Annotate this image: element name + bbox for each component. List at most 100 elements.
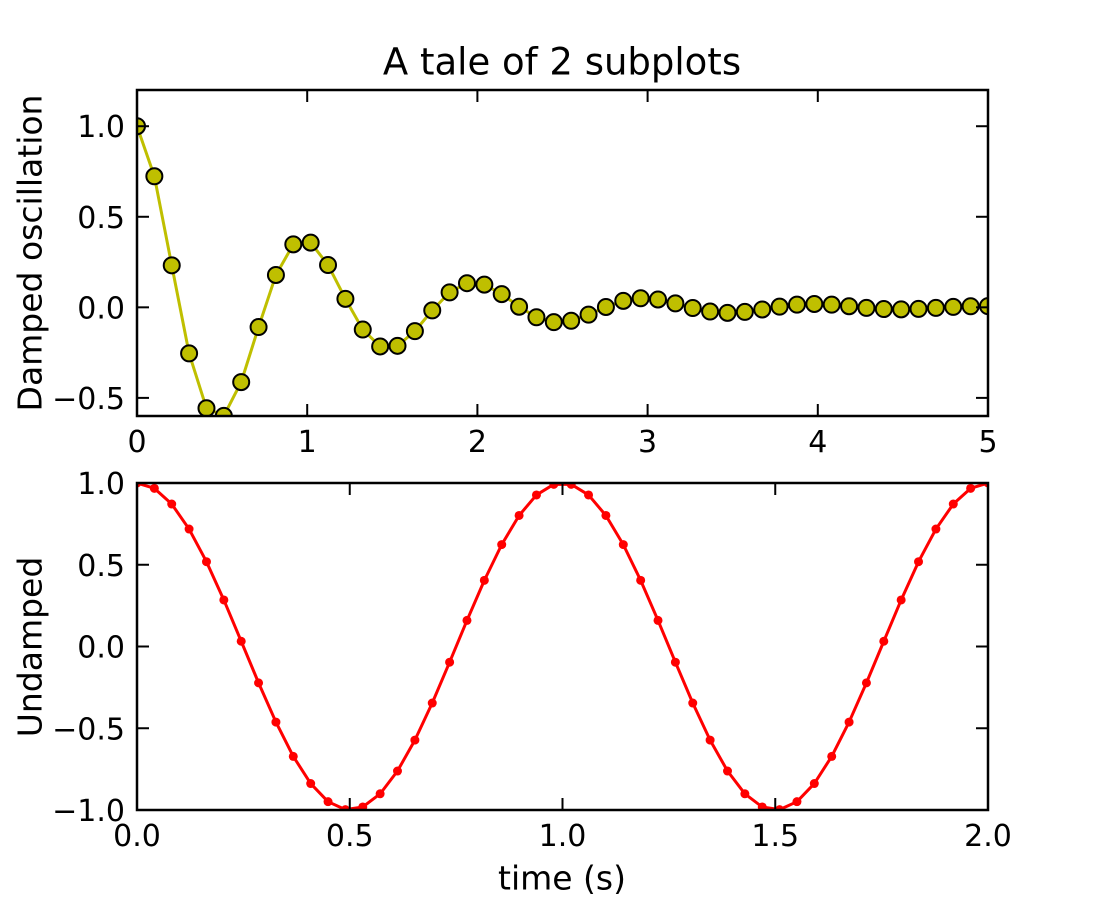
damped-oscillation-marker (405, 322, 424, 341)
damped-oscillation-marker (145, 167, 164, 186)
undamped-cosine-marker (601, 510, 611, 520)
damped-oscillation-marker (892, 300, 911, 319)
x-tick-label: 2 (468, 425, 487, 460)
y-tick-label: 0.5 (77, 201, 125, 236)
series-undamped-cosine (137, 483, 988, 810)
damped-oscillation-line (137, 125, 988, 416)
undamped-cosine-marker (688, 698, 698, 708)
undamped-cosine-marker (254, 678, 264, 688)
undamped-cosine-marker (653, 615, 663, 625)
damped-oscillation-marker (249, 318, 268, 337)
undamped-cosine-marker (931, 524, 941, 534)
y-tick-label: −0.5 (52, 382, 125, 417)
undamped-cosine-marker (497, 540, 507, 550)
damped-oscillation-marker (683, 299, 702, 317)
y-tick-label: 0.0 (77, 631, 125, 666)
damped-oscillation-marker (457, 274, 476, 293)
undamped-cosine-marker (723, 766, 733, 776)
undamped-cosine-marker (861, 678, 871, 688)
subplot-damped: 0 1 2 3 4 5 1.0 0.5 0.0 −0.5 (52, 88, 998, 460)
undamped-cosine-marker (827, 751, 837, 761)
damped-oscillation-marker (926, 298, 945, 317)
damped-oscillation-marker (614, 291, 633, 310)
series-damped-oscillation (137, 117, 988, 416)
y-tick-label: 0.5 (77, 549, 125, 584)
undamped-cosine-marker (184, 524, 194, 534)
undamped-cosine-marker (740, 789, 750, 799)
undamped-cosine-marker (792, 797, 802, 807)
x-tick-label: 3 (638, 425, 657, 460)
x-axis-label-time: time (s) (498, 858, 626, 898)
damped-oscillation-marker (527, 308, 546, 327)
damped-oscillation-marker (874, 300, 893, 319)
undamped-cosine-marker (236, 636, 246, 646)
y-tick-label: −1.0 (52, 794, 125, 829)
undamped-cosine-marker (618, 540, 628, 550)
undamped-cosine-marker (306, 779, 316, 789)
y-tick-label: −0.5 (52, 712, 125, 747)
undamped-cosine-marker (531, 490, 541, 500)
damped-oscillation-marker (492, 285, 511, 304)
undamped-cosine-marker (219, 595, 229, 605)
undamped-cosine-marker (966, 483, 976, 493)
undamped-cosine-marker (323, 797, 333, 807)
damped-oscillation-marker (961, 297, 980, 316)
undamped-cosine-marker (757, 802, 767, 810)
undamped-cosine-marker (375, 789, 385, 799)
damped-oscillation-marker (284, 235, 303, 254)
x-tick-label: 4 (808, 425, 827, 460)
damped-oscillation-marker (718, 303, 737, 322)
undamped-cosine-marker (479, 575, 489, 585)
x-tick-label: 0.0 (113, 819, 161, 854)
damped-oscillation-marker (475, 275, 494, 294)
damped-oscillation-marker (909, 299, 928, 318)
damped-oscillation-marker (353, 320, 372, 339)
undamped-cosine-marker (549, 483, 559, 489)
undamped-cosine-marker (514, 510, 524, 520)
x-tick-label: 0 (127, 425, 146, 460)
damped-oscillation-marker (266, 265, 285, 284)
subplot-undamped: 0.0 0.5 1.0 1.5 2.0 1.0 0.5 0.0 −0.5 −1.0 (52, 467, 1012, 854)
undamped-cosine-marker (914, 557, 924, 567)
damped-oscillation-marker (596, 297, 615, 316)
figure-title: A tale of 2 subplots (382, 40, 742, 84)
undamped-cosine-marker (358, 802, 368, 810)
y-axis-label-damped: Damped oscillation (10, 94, 50, 412)
undamped-cosine-marker (670, 657, 680, 667)
damped-oscillation-marker (666, 294, 685, 313)
undamped-cosine-marker (566, 483, 576, 489)
damped-oscillation-marker (544, 313, 563, 332)
y-tick-label: 1.0 (77, 467, 125, 502)
undamped-cosine-marker (271, 717, 281, 727)
undamped-cosine-marker (948, 499, 958, 509)
damped-oscillation-marker (180, 344, 199, 363)
damped-oscillation-marker (770, 297, 789, 316)
damped-oscillation-marker (388, 336, 407, 355)
damped-oscillation-marker (197, 399, 216, 416)
damped-oscillation-marker (440, 283, 459, 302)
undamped-cosine-marker (584, 490, 594, 500)
undamped-cosine-line (137, 483, 988, 810)
x-tick-label: 1.0 (539, 819, 587, 854)
damped-oscillation-marker (735, 302, 754, 321)
axes-spines (135, 88, 990, 418)
damped-oscillation-marker (423, 301, 442, 320)
undamped-cosine-marker (167, 499, 177, 509)
y-tick-label: 1.0 (77, 110, 125, 145)
y-tick-label: 0.0 (77, 291, 125, 326)
x-tick-label: 1 (298, 425, 317, 460)
undamped-cosine-marker (288, 751, 298, 761)
damped-oscillation-marker (579, 305, 598, 324)
damped-oscillation-marker (162, 256, 181, 275)
x-tick-label: 1.5 (751, 819, 799, 854)
damped-oscillation-marker (857, 298, 876, 317)
undamped-cosine-marker (445, 657, 455, 667)
undamped-cosine-marker (410, 735, 420, 745)
damped-oscillation-marker (319, 255, 338, 274)
damped-oscillation-marker (631, 289, 650, 308)
undamped-cosine-marker (392, 766, 402, 776)
damped-oscillation-marker (336, 289, 355, 308)
y-axis-label-undamped: Undamped (10, 556, 50, 738)
damped-oscillation-marker (649, 290, 668, 309)
